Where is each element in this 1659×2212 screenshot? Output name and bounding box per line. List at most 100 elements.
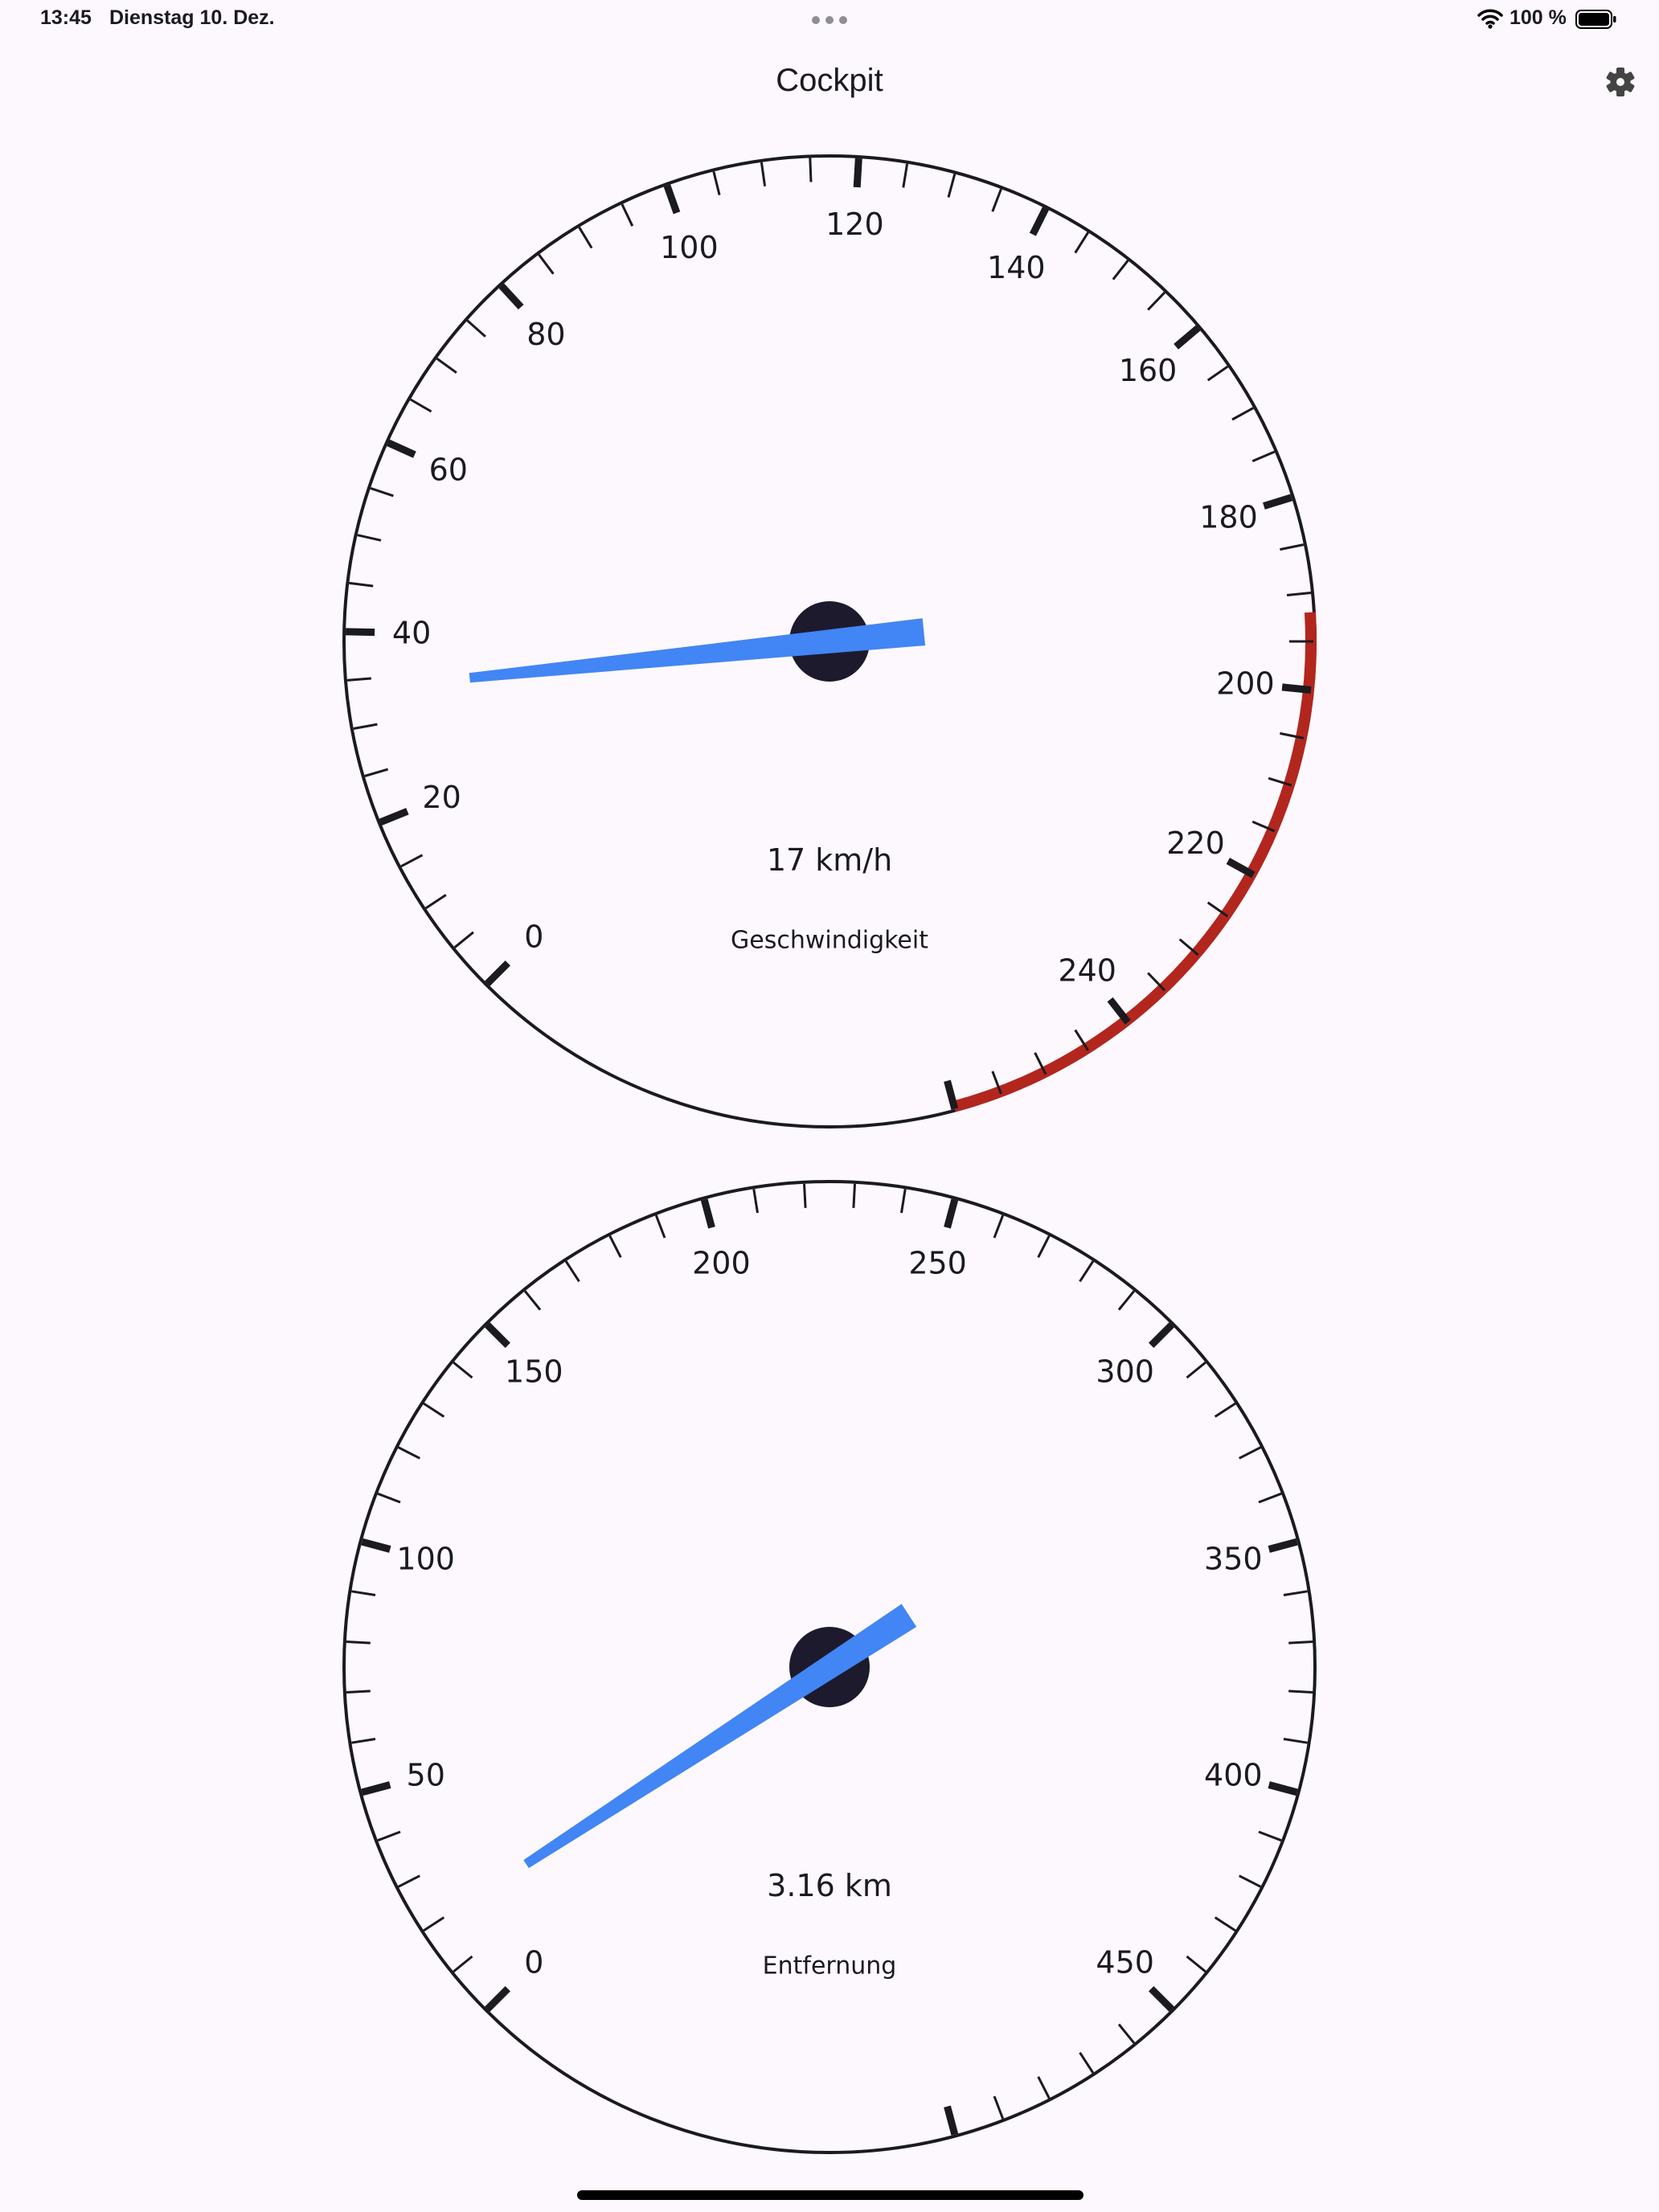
gauge-caption: Entfernung bbox=[763, 1952, 897, 1981]
minor-tick bbox=[1288, 1690, 1313, 1694]
wifi-icon bbox=[1477, 9, 1503, 29]
tick-label: 400 bbox=[1204, 1758, 1263, 1793]
minor-tick bbox=[351, 1738, 376, 1744]
minor-tick bbox=[1074, 231, 1089, 254]
minor-tick bbox=[1268, 776, 1292, 787]
page-title: Cockpit bbox=[776, 63, 883, 98]
major-tick bbox=[944, 1198, 959, 1229]
minor-tick bbox=[400, 854, 424, 868]
minor-tick bbox=[424, 894, 447, 910]
minor-tick bbox=[1214, 1402, 1236, 1418]
major-tick bbox=[379, 808, 409, 825]
minor-tick bbox=[353, 723, 378, 730]
tick-label: 120 bbox=[825, 207, 884, 242]
major-tick bbox=[1107, 997, 1131, 1025]
home-indicator[interactable] bbox=[577, 2190, 1083, 2200]
gauge-value-readout: 17 km/h bbox=[767, 842, 892, 878]
minor-tick bbox=[397, 1446, 420, 1460]
minor-tick bbox=[1280, 543, 1305, 551]
gear-icon bbox=[1606, 68, 1635, 96]
minor-tick bbox=[423, 1402, 445, 1418]
tick-label: 20 bbox=[422, 780, 461, 815]
minor-tick bbox=[357, 534, 382, 542]
major-tick bbox=[1174, 325, 1201, 350]
speed-gauge: 0 20 40 60 80 100 120 140 160 180 200 220 240 17 km/h… bbox=[0, 133, 1659, 1146]
major-tick bbox=[498, 283, 524, 310]
minor-tick bbox=[1206, 901, 1229, 918]
minor-tick bbox=[1251, 820, 1276, 833]
minor-tick bbox=[1239, 1446, 1262, 1460]
minor-tick bbox=[564, 1260, 580, 1283]
multitasking-dots-icon[interactable] bbox=[812, 16, 847, 24]
minor-tick bbox=[712, 171, 721, 195]
minor-tick bbox=[436, 357, 457, 374]
minor-tick bbox=[1112, 260, 1129, 281]
major-tick bbox=[485, 961, 510, 986]
major-tick bbox=[944, 2105, 959, 2136]
major-tick bbox=[1149, 1986, 1174, 2012]
minor-tick bbox=[760, 162, 767, 186]
tick-label: 200 bbox=[1216, 666, 1275, 701]
minor-tick bbox=[993, 1215, 1005, 1239]
major-tick bbox=[944, 1079, 959, 1110]
minor-tick bbox=[1186, 1955, 1206, 1973]
minor-tick bbox=[993, 2095, 1005, 2120]
minor-tick bbox=[346, 1690, 371, 1694]
minor-tick bbox=[346, 1641, 371, 1645]
minor-tick bbox=[1258, 1492, 1282, 1504]
tick-label: 40 bbox=[392, 616, 431, 651]
minor-tick bbox=[1206, 365, 1229, 382]
minor-tick bbox=[1178, 938, 1199, 956]
gauge-needle bbox=[469, 618, 926, 683]
settings-button[interactable] bbox=[1600, 61, 1641, 103]
minor-tick bbox=[1074, 1029, 1089, 1051]
tick-label: 0 bbox=[524, 1945, 543, 1981]
tick-label: 50 bbox=[407, 1758, 445, 1793]
gauge-dial bbox=[342, 1180, 1317, 2154]
minor-tick bbox=[991, 188, 1002, 212]
minor-tick bbox=[902, 163, 909, 188]
minor-tick bbox=[1186, 1361, 1206, 1379]
minor-tick bbox=[654, 1215, 666, 1239]
minor-tick bbox=[1286, 592, 1312, 596]
minor-tick bbox=[1037, 2076, 1051, 2099]
tick-label: 180 bbox=[1199, 499, 1258, 535]
minor-tick bbox=[538, 253, 555, 275]
status-time: 13:45 bbox=[40, 6, 92, 29]
major-tick bbox=[485, 1322, 510, 1348]
gauge-needle bbox=[523, 1604, 917, 1869]
major-tick bbox=[346, 628, 375, 637]
tick-label: 350 bbox=[1204, 1541, 1263, 1576]
major-tick bbox=[485, 1986, 510, 2012]
minor-tick bbox=[1117, 1290, 1136, 1311]
minor-tick bbox=[1214, 1916, 1236, 1932]
minor-tick bbox=[900, 1189, 907, 1214]
minor-tick bbox=[453, 1955, 473, 1973]
major-tick bbox=[1281, 683, 1312, 694]
minor-tick bbox=[1288, 1641, 1313, 1645]
minor-tick bbox=[1283, 1590, 1308, 1596]
tick-label: 220 bbox=[1166, 825, 1225, 861]
gauge-value-readout: 3.16 km bbox=[767, 1868, 892, 1903]
minor-tick bbox=[809, 158, 813, 182]
tick-label: 240 bbox=[1058, 952, 1116, 988]
minor-tick bbox=[1034, 1052, 1047, 1075]
major-tick bbox=[700, 1198, 715, 1229]
tick-label: 140 bbox=[987, 250, 1046, 285]
minor-tick bbox=[608, 1235, 622, 1258]
minor-tick bbox=[364, 768, 389, 777]
minor-tick bbox=[1251, 450, 1276, 463]
distance-gauge: 0 50 100 150 200 250 300 350 400 450 3.16 km Entfer… bbox=[0, 1159, 1659, 2172]
minor-tick bbox=[1231, 407, 1255, 421]
major-tick bbox=[853, 158, 862, 188]
tick-label: 150 bbox=[505, 1354, 563, 1389]
minor-tick bbox=[346, 677, 372, 682]
major-tick bbox=[361, 1781, 391, 1796]
minor-tick bbox=[852, 1183, 856, 1208]
minor-tick bbox=[621, 203, 634, 227]
minor-tick bbox=[453, 931, 474, 948]
minor-tick bbox=[349, 581, 374, 588]
major-tick bbox=[1268, 1781, 1298, 1796]
minor-tick bbox=[523, 1290, 542, 1311]
minor-tick bbox=[1147, 291, 1166, 311]
